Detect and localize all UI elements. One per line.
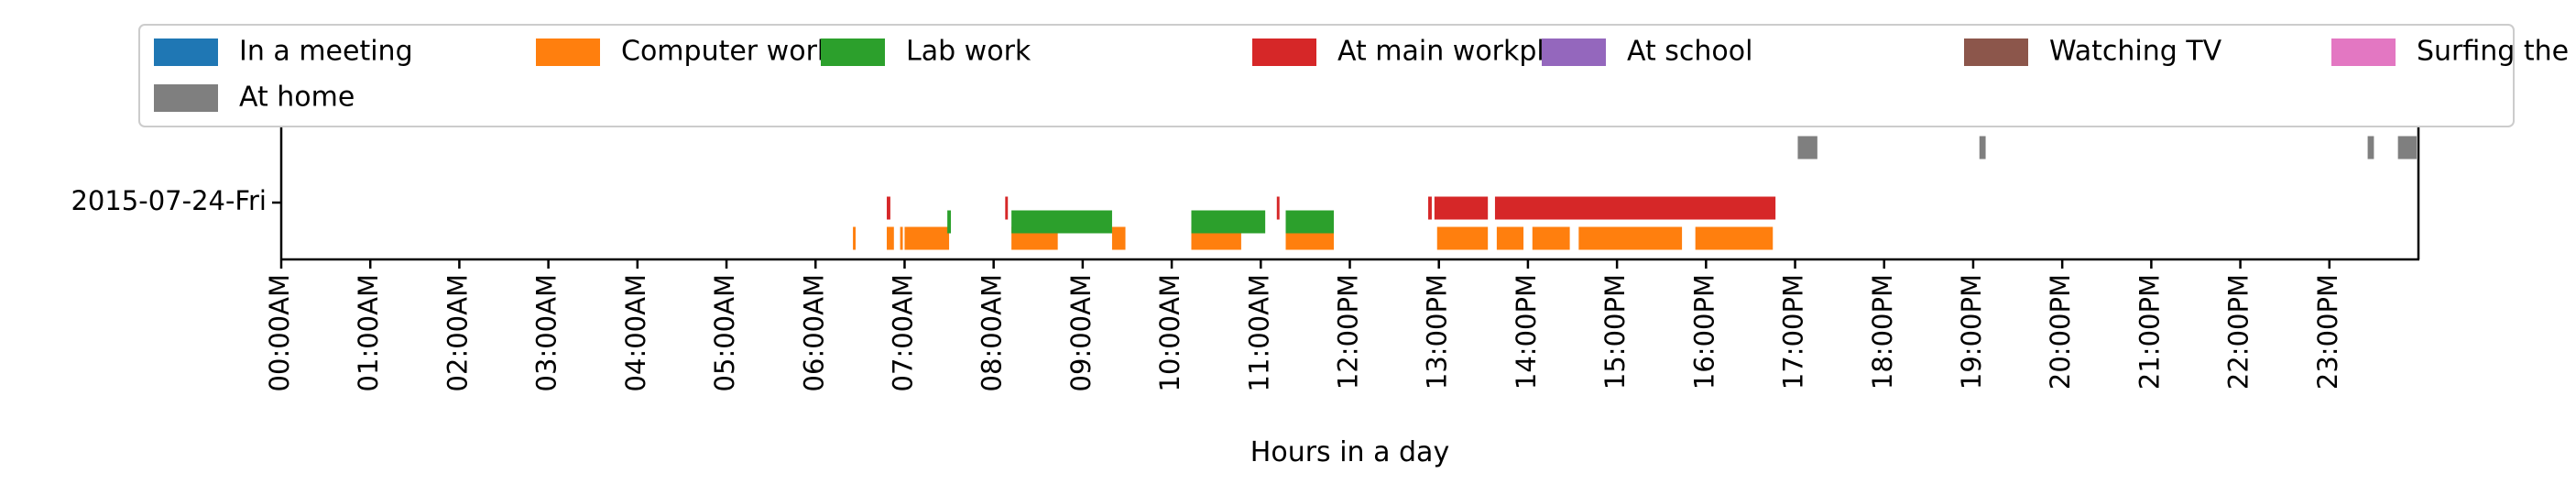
y-tick-label: 2015-07-24-Fri xyxy=(71,185,267,216)
activity-bar xyxy=(1285,210,1334,234)
x-tick-label: 21:00PM xyxy=(2134,274,2165,390)
legend-swatch xyxy=(1964,38,2028,66)
legend-swatch xyxy=(1542,38,1606,66)
x-tick-label: 16:00PM xyxy=(1688,274,1719,390)
activity-bar xyxy=(900,226,903,250)
legend-frame xyxy=(138,24,2515,127)
x-tick-label: 13:00PM xyxy=(1422,274,1453,390)
x-tick-label: 06:00AM xyxy=(798,274,829,391)
x-tick-label: 19:00PM xyxy=(1956,274,1987,390)
activity-bar xyxy=(904,226,950,250)
activity-bar xyxy=(887,226,894,250)
activity-bar xyxy=(1979,136,1986,160)
activity-bar xyxy=(1532,226,1570,250)
plot-area: 00:00AM 01:00AM 02:00AM 03:00AM 04:00AM 05:00… xyxy=(71,126,2420,391)
legend-swatch xyxy=(536,38,600,66)
x-tick-label: 02:00AM xyxy=(442,274,473,391)
legend-swatch xyxy=(821,38,885,66)
activity-bar xyxy=(1695,226,1774,250)
activity-bar xyxy=(1191,210,1266,234)
x-tick-label: 12:00PM xyxy=(1333,274,1364,390)
legend-label: Computer work xyxy=(621,36,834,68)
x-tick-label: 05:00AM xyxy=(709,274,740,391)
legend-label: Watching TV xyxy=(2049,36,2222,68)
x-tick-label: 23:00PM xyxy=(2312,274,2343,390)
x-tick-label: 20:00PM xyxy=(2045,274,2076,390)
legend-label: Surfing the internet xyxy=(2417,36,2576,68)
x-axis-title: Hours in a day xyxy=(1250,436,1449,468)
activity-bar xyxy=(1428,196,1432,220)
activity-bar xyxy=(947,210,952,234)
activity-bar xyxy=(2397,136,2418,160)
activity-bar xyxy=(1494,196,1776,220)
activity-bar xyxy=(853,226,856,250)
x-tick-label: 14:00PM xyxy=(1511,274,1542,390)
x-tick-label: 17:00PM xyxy=(1778,274,1809,390)
legend-swatch xyxy=(154,38,218,66)
x-tick-label: 00:00AM xyxy=(264,274,295,391)
activity-bar xyxy=(887,196,890,220)
x-tick-label: 22:00PM xyxy=(2223,274,2254,390)
legend-label: At home xyxy=(239,82,355,114)
legend-label: In a meeting xyxy=(239,36,413,68)
activity-bar xyxy=(1578,226,1683,250)
x-tick-label: 09:00AM xyxy=(1065,274,1097,391)
activity-bar xyxy=(1797,136,1817,160)
x-tick-label: 01:00AM xyxy=(353,274,384,391)
x-tick-label: 10:00AM xyxy=(1154,274,1185,391)
activity-bar xyxy=(1011,210,1112,234)
x-tick-label: 15:00PM xyxy=(1599,274,1631,390)
legend-label: Lab work xyxy=(906,36,1031,68)
activity-bar xyxy=(1005,196,1009,220)
activity-bar xyxy=(1276,196,1280,220)
x-tick-label: 04:00AM xyxy=(620,274,651,391)
activity-bars xyxy=(853,136,2418,250)
legend: In a meeting Computer work Lab work At main… xyxy=(138,24,2576,127)
activity-bar xyxy=(1496,226,1524,250)
activity-bar xyxy=(1436,226,1489,250)
activity-bar xyxy=(2367,136,2374,160)
x-tick-label: 08:00AM xyxy=(977,274,1008,391)
x-tick-label: 03:00AM xyxy=(531,274,562,391)
x-tick-label: 11:00AM xyxy=(1243,274,1274,391)
y-ticks: 2015-07-24-Fri xyxy=(71,185,281,216)
legend-swatch xyxy=(1252,38,1316,66)
legend-label: At school xyxy=(1627,36,1752,68)
activity-bar xyxy=(1434,196,1489,220)
activity-bar xyxy=(1111,226,1126,250)
legend-swatch xyxy=(154,84,218,112)
x-tick-label: 07:00AM xyxy=(887,274,918,391)
legend-swatch xyxy=(2331,38,2396,66)
x-tick-label: 18:00PM xyxy=(1867,274,1898,390)
x-ticks: 00:00AM 01:00AM 02:00AM 03:00AM 04:00AM 05:00… xyxy=(264,259,2343,391)
